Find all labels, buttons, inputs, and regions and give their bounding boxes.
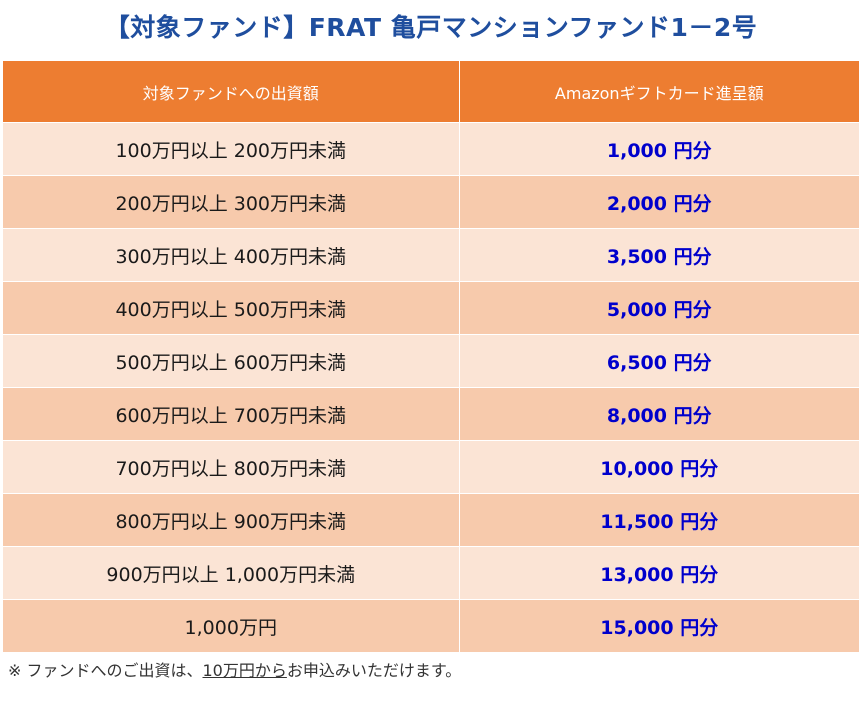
gift-amount-cell: 2,000 円分 [459,175,859,229]
investment-range-cell: 900万円以上 1,000万円未満 [3,546,460,600]
footnote-minimum-amount: 10万円から [202,661,287,680]
table-row: 500万円以上 600万円未満 6,500 円分 [3,334,859,388]
investment-range-cell: 400万円以上 500万円未満 [3,281,460,335]
investment-range-cell: 1,000万円 [3,599,460,653]
investment-range-cell: 800万円以上 900万円未満 [3,493,460,547]
table-row: 1,000万円 15,000 円分 [3,599,859,653]
table-row: 200万円以上 300万円未満 2,000 円分 [3,175,859,229]
table-row: 400万円以上 500万円未満 5,000 円分 [3,281,859,335]
table-row: 100万円以上 200万円未満 1,000 円分 [3,122,859,176]
table-row: 800万円以上 900万円未満 11,500 円分 [3,493,859,547]
footnote-suffix: お申込みいただけます。 [286,661,462,680]
header-investment-amount: 対象ファンドへの出資額 [3,61,460,123]
gift-amount-cell: 10,000 円分 [459,440,859,494]
investment-range-cell: 600万円以上 700万円未満 [3,387,460,441]
gift-amount-cell: 5,000 円分 [459,281,859,335]
gift-amount-cell: 11,500 円分 [459,493,859,547]
gift-amount-cell: 6,500 円分 [459,334,859,388]
investment-range-cell: 200万円以上 300万円未満 [3,175,460,229]
gift-amount-cell: 1,000 円分 [459,122,859,176]
footnote-prefix: ※ ファンドへのご出資は、 [8,661,203,680]
header-gift-card-amount: Amazonギフトカード進呈額 [459,61,859,123]
investment-range-cell: 500万円以上 600万円未満 [3,334,460,388]
table-row: 700万円以上 800万円未満 10,000 円分 [3,440,859,494]
table-row: 900万円以上 1,000万円未満 13,000 円分 [3,546,859,600]
table-row: 300万円以上 400万円未満 3,500 円分 [3,228,859,282]
table-row: 600万円以上 700万円未満 8,000 円分 [3,387,859,441]
reward-table: 対象ファンドへの出資額 Amazonギフトカード進呈額 100万円以上 200万… [3,61,859,653]
table-header-row: 対象ファンドへの出資額 Amazonギフトカード進呈額 [3,61,859,123]
gift-amount-cell: 13,000 円分 [459,546,859,600]
gift-amount-cell: 15,000 円分 [459,599,859,653]
investment-range-cell: 300万円以上 400万円未満 [3,228,460,282]
footnote: ※ ファンドへのご出資は、10万円からお申込みいただけます。 [8,656,461,686]
gift-amount-cell: 3,500 円分 [459,228,859,282]
investment-range-cell: 100万円以上 200万円未満 [3,122,460,176]
investment-range-cell: 700万円以上 800万円未満 [3,440,460,494]
gift-amount-cell: 8,000 円分 [459,387,859,441]
page-title: 【対象ファンド】FRAT 亀戸マンションファンド1－2号 [104,13,758,42]
